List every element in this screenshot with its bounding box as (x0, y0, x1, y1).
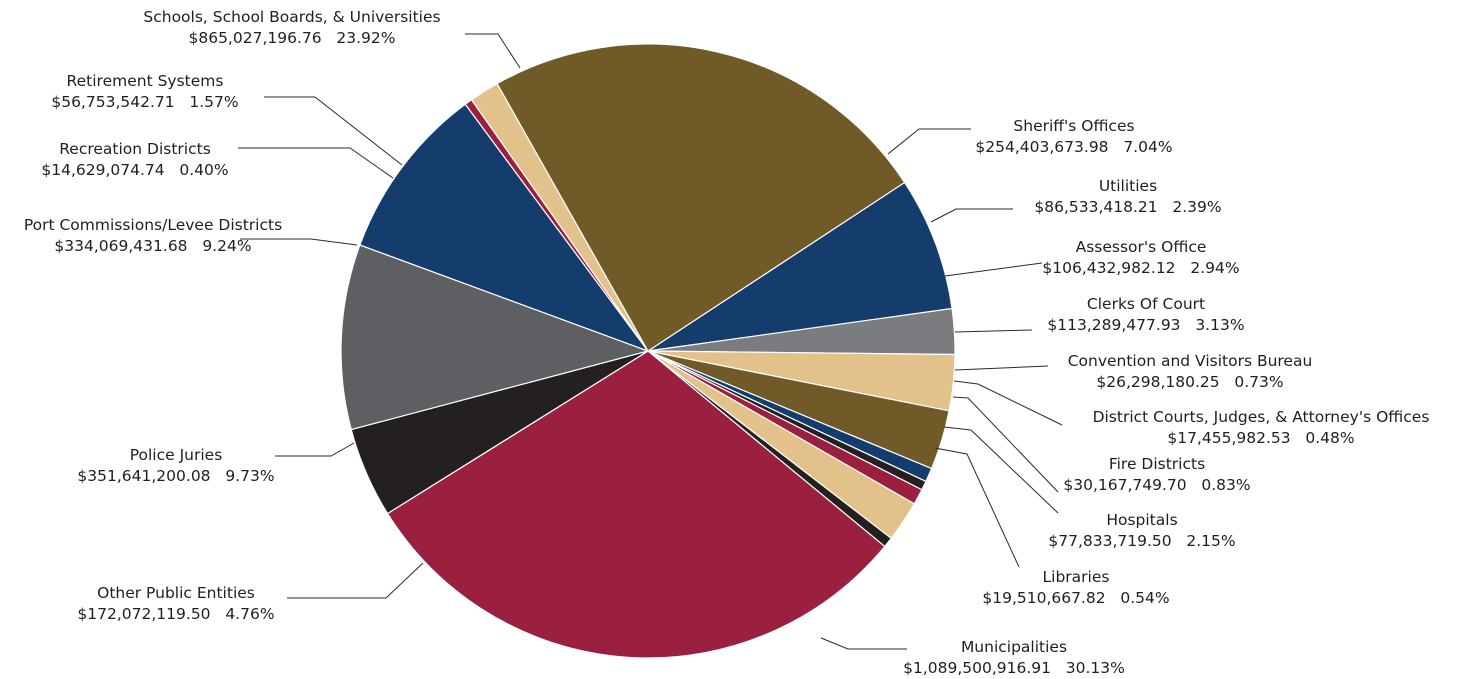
slice-label-municipalities: Municipalities (961, 638, 1067, 656)
slice-value-retirement-systems: $56,753,542.71 1.57% (51, 93, 238, 111)
slice-label-other-public-entities: Other Public Entities (97, 584, 255, 602)
slice-label-schools-school-boards-universities: Schools, School Boards, & Universities (143, 8, 440, 26)
leader-line-schools-school-boards-universities (465, 33, 521, 69)
leader-line-libraries (934, 447, 1020, 568)
slice-value-district-courts-judges-attorney-s-offices: $17,455,982.53 0.48% (1167, 429, 1354, 447)
leader-line-port-commissions-levee-districts (240, 238, 358, 246)
leader-lines (238, 33, 1063, 650)
slice-label-recreation-districts: Recreation Districts (59, 140, 211, 158)
slice-labels: Sheriff's Offices $254,403,673.98 7.04% Ut… (24, 8, 1430, 677)
slice-value-libraries: $19,510,667.82 0.54% (982, 589, 1169, 607)
leader-line-utilities (930, 208, 1013, 223)
pie-slice-schools-school-boards-universities (496, 43, 906, 352)
slice-value-recreation-districts: $14,629,074.74 0.40% (41, 161, 228, 179)
slice-value-convention-and-visitors-bureau: $26,298,180.25 0.73% (1096, 373, 1283, 391)
leader-line-sheriff-s-offices (887, 128, 971, 155)
pie-slice-police-juries (340, 244, 650, 431)
slice-label-clerks-of-court: Clerks Of Court (1087, 295, 1205, 313)
slice-value-clerks-of-court: $113,289,477.93 3.13% (1047, 316, 1244, 334)
slice-value-utilities: $86,533,418.21 2.39% (1034, 198, 1221, 216)
slice-label-libraries: Libraries (1043, 568, 1110, 586)
slice-label-port-commissions-levee-districts: Port Commissions/Levee Districts (24, 216, 282, 234)
leader-line-convention-and-visitors-bureau (954, 365, 1049, 371)
leader-line-recreation-districts (238, 147, 394, 179)
pie-slices (340, 43, 956, 659)
slice-value-fire-districts: $30,167,749.70 0.83% (1063, 476, 1250, 494)
slice-value-schools-school-boards-universities: $865,027,196.76 23.92% (188, 29, 395, 47)
slice-value-assessor-s-office: $106,432,982.12 2.94% (1042, 259, 1239, 277)
slice-label-sheriff-s-offices: Sheriff's Offices (1013, 117, 1134, 135)
leader-line-district-courts-judges-attorney-s-offices (953, 380, 1063, 426)
slice-label-assessor-s-office: Assessor's Office (1076, 238, 1207, 256)
slice-label-utilities: Utilities (1099, 177, 1157, 195)
leader-line-hospitals (943, 426, 1059, 514)
leader-line-police-juries (275, 442, 355, 457)
slice-value-municipalities: $1,089,500,916.91 30.13% (903, 659, 1125, 677)
pie-slice-port-commissions-levee-districts (359, 103, 650, 353)
slice-value-other-public-entities: $172,072,119.50 4.76% (77, 605, 274, 623)
slice-label-district-courts-judges-attorney-s-offices: District Courts, Judges, & Attorney's Of… (1093, 408, 1430, 426)
slice-label-retirement-systems: Retirement Systems (67, 72, 224, 90)
pie-slice-municipalities (386, 350, 886, 659)
slice-label-police-juries: Police Juries (130, 446, 223, 464)
leader-line-other-public-entities (287, 562, 424, 599)
slice-label-hospitals: Hospitals (1106, 511, 1177, 529)
leader-line-clerks-of-court (954, 329, 1033, 333)
slice-value-hospitals: $77,833,719.50 2.15% (1048, 532, 1235, 550)
pie-slice-sheriff-s-offices (647, 181, 953, 352)
slice-label-convention-and-visitors-bureau: Convention and Visitors Bureau (1068, 352, 1313, 370)
leader-line-fire-districts (952, 396, 1059, 493)
leader-line-assessor-s-office (944, 262, 1043, 277)
slice-label-fire-districts: Fire Districts (1109, 455, 1205, 473)
slice-value-police-juries: $351,641,200.08 9.73% (77, 467, 274, 485)
leader-line-municipalities (820, 637, 907, 650)
slice-value-sheriff-s-offices: $254,403,673.98 7.04% (975, 138, 1172, 156)
leader-line-retirement-systems (264, 96, 403, 166)
slice-value-port-commissions-levee-districts: $334,069,431.68 9.24% (54, 237, 251, 255)
